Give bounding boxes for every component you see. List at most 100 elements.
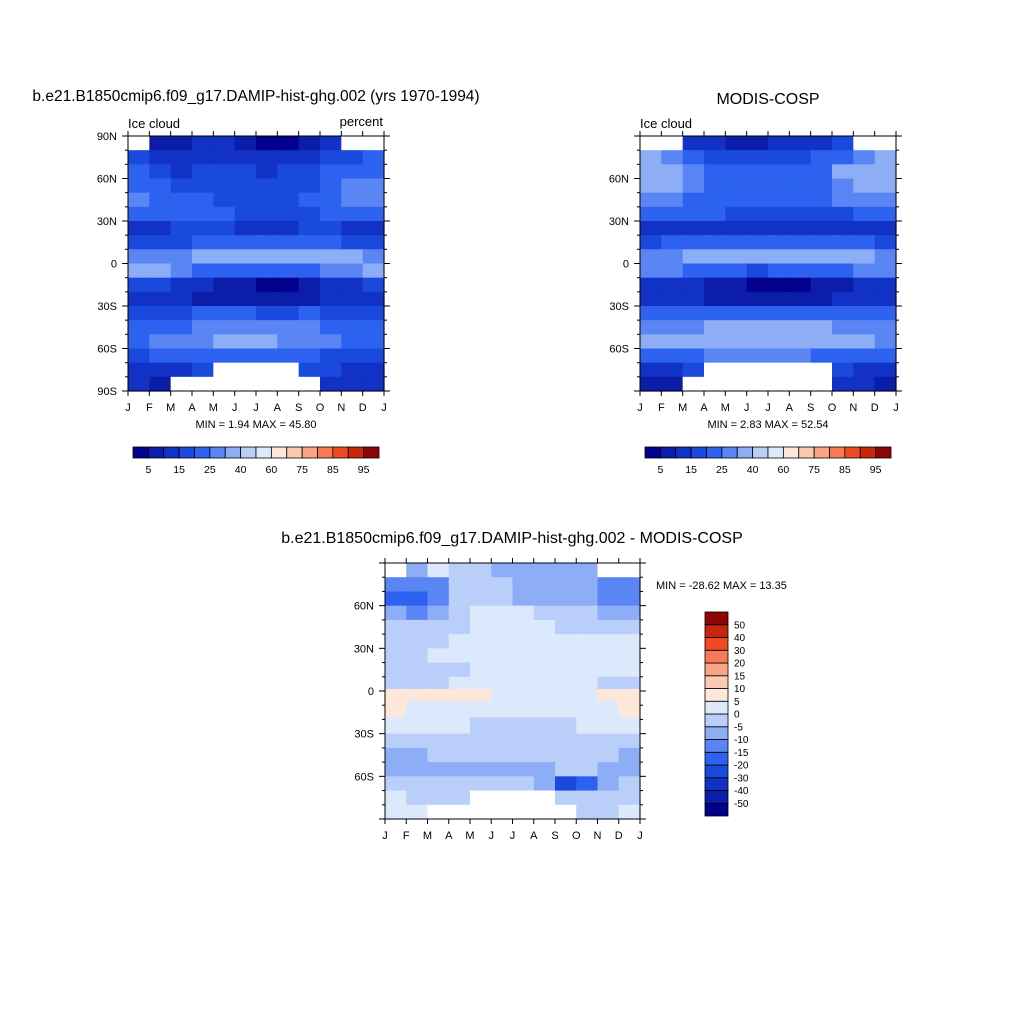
heatmap-cell (470, 648, 492, 664)
heatmap-cell (661, 291, 684, 307)
heatmap-cell (832, 362, 854, 378)
heatmap-cell (298, 206, 321, 222)
heatmap-cell (533, 605, 556, 621)
heatmap-cell (618, 717, 641, 735)
colorbar-label: -15 (734, 748, 749, 759)
x-tick-label: S (551, 830, 558, 842)
colorbar-box (209, 446, 226, 459)
x-tick-label: N (337, 402, 345, 414)
model-colorbar: 5 15 25 40 60 75 85 95 (132, 446, 380, 476)
heatmap-cell (832, 150, 854, 165)
x-tick-label: O (828, 402, 837, 414)
panel-obs-title: MODIS-COSP (716, 91, 819, 108)
heatmap-cell (491, 733, 514, 749)
x-tick-label: J (637, 402, 643, 414)
heatmap-cell (768, 277, 790, 293)
heatmap-cell (810, 178, 833, 194)
heatmap-cell (746, 320, 769, 335)
heatmap-cell (406, 563, 429, 578)
heatmap-cell (128, 376, 150, 392)
heatmap-cell (512, 591, 535, 607)
heatmap-cell (192, 150, 214, 165)
heatmap-cell (170, 376, 193, 392)
heatmap-cell (149, 306, 172, 321)
heatmap-cell (234, 164, 257, 180)
heatmap-cell (576, 804, 599, 820)
heatmap-cell (192, 192, 214, 208)
heatmap-cell (448, 762, 471, 777)
x-tick-label: J (744, 402, 750, 414)
heatmap-cell (853, 206, 876, 222)
heatmap-cell (213, 376, 236, 392)
heatmap-cell (192, 178, 214, 194)
model-heatmap: J F M A M J J A S O N D J 90N 60N 30N 0 30S 60S 90S (97, 131, 390, 414)
heatmap-cell (406, 700, 429, 718)
heatmap-cell (640, 291, 662, 307)
heatmap-cell (874, 249, 897, 265)
colorbar-box (704, 624, 729, 638)
heatmap-cell (149, 362, 172, 378)
heatmap-cell (213, 277, 236, 293)
heatmap-cell (406, 591, 429, 607)
heatmap-cell (406, 605, 429, 621)
heatmap-cell (597, 605, 620, 621)
heatmap-cell (320, 235, 342, 250)
heatmap-cell (682, 334, 705, 350)
heatmap-cell (362, 348, 385, 364)
heatmap-cell (618, 804, 641, 820)
y-tick-label: 60N (97, 174, 117, 186)
colorbar-label: 0 (734, 710, 740, 721)
heatmap-cell (746, 348, 769, 364)
colorbar-label: 85 (327, 464, 339, 476)
heatmap-cell (661, 164, 684, 180)
heatmap-cell (298, 362, 321, 378)
heatmap-cell (597, 733, 620, 749)
heatmap-cell (640, 376, 662, 392)
heatmap-cell (618, 762, 641, 777)
heatmap-cell (470, 700, 492, 718)
heatmap-cell (298, 348, 321, 364)
heatmap-cell (810, 235, 833, 250)
heatmap-cell (661, 334, 684, 350)
y-tick-label: 0 (623, 259, 629, 271)
x-tick-label: J (125, 402, 131, 414)
heatmap-cell (533, 591, 556, 607)
colorbar-label: -50 (734, 799, 749, 810)
heatmap-cell (149, 263, 172, 279)
heatmap-cell (234, 263, 257, 279)
colorbar-box (704, 688, 729, 702)
heatmap-cell (640, 277, 662, 293)
heatmap-cell (170, 136, 193, 151)
panel-model: b.e21.B1850cmip6.f09_g17.DAMIP-hist-ghg.… (32, 88, 479, 476)
heatmap-cell (661, 362, 684, 378)
colorbar-box (301, 446, 318, 459)
heatmap-cell (256, 206, 278, 222)
heatmap-cell (832, 320, 854, 335)
colorbar-box (704, 662, 729, 677)
heatmap-cell (427, 804, 450, 820)
heatmap-cell (618, 648, 641, 664)
colorbar-label: 15 (685, 464, 697, 476)
model-left-label: Ice cloud (128, 116, 180, 131)
heatmap-cell (427, 776, 450, 792)
heatmap-cell (213, 362, 236, 378)
heatmap-cell (427, 591, 450, 607)
heatmap-cell (832, 277, 854, 293)
heatmap-cell (512, 776, 535, 792)
heatmap-cell (149, 221, 172, 236)
heatmap-cell (362, 150, 385, 165)
heatmap-cell (874, 150, 897, 165)
heatmap-cell (192, 206, 214, 222)
heatmap-cell (427, 676, 450, 690)
heatmap-cell (768, 221, 790, 236)
heatmap-cell (682, 263, 705, 279)
heatmap-cell (385, 762, 407, 777)
colorbar-box (644, 446, 661, 459)
heatmap-cell (213, 348, 236, 364)
heatmap-cell (385, 676, 407, 690)
heatmap-cell (618, 563, 641, 578)
x-tick-label: J (381, 402, 387, 414)
heatmap-cell (704, 164, 726, 180)
heatmap-cell (277, 150, 300, 165)
